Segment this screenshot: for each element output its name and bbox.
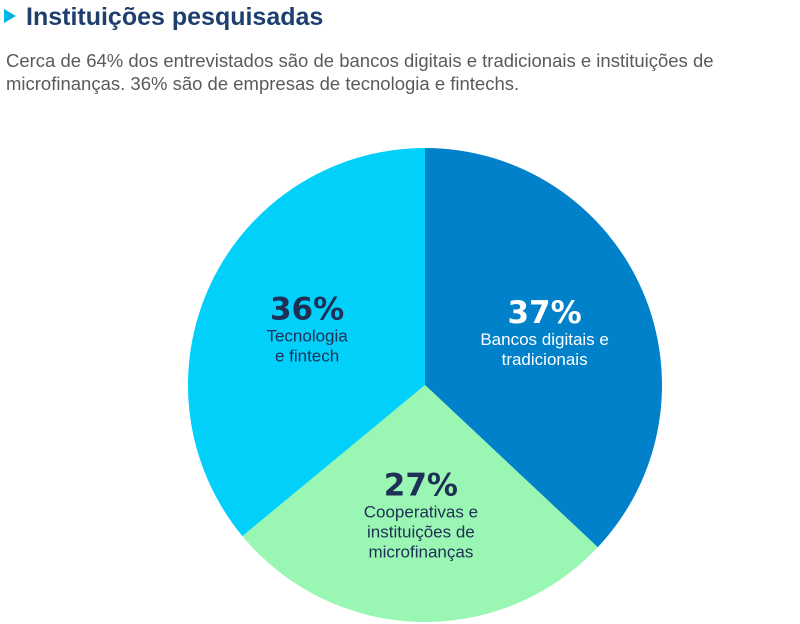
- pie-slice-2: [188, 148, 425, 537]
- pie-slice-1: [242, 385, 598, 623]
- slice-value-label-0: 37%: [507, 295, 581, 331]
- slice-category-label-2-0: Tecnologia: [266, 327, 348, 346]
- header: Instituições pesquisadas: [0, 0, 800, 40]
- slice-category-label-0-1: tradicionais: [502, 350, 588, 369]
- play-triangle-icon: [4, 9, 16, 23]
- slice-category-label-0-0: Bancos digitais e: [480, 330, 609, 349]
- slice-category-label-2-1: e fintech: [275, 347, 339, 366]
- slice-category-label-1-1: instituições de: [367, 522, 475, 541]
- slice-value-label-2: 36%: [270, 292, 344, 328]
- slice-category-label-1-0: Cooperativas e: [364, 502, 478, 521]
- slice-value-label-1: 27%: [384, 467, 458, 503]
- page-title: Instituições pesquisadas: [26, 3, 324, 31]
- page-subtitle: Cerca de 64% dos entrevistados são de ba…: [6, 50, 714, 94]
- slice-category-label-1-2: microfinanças: [368, 542, 473, 561]
- pie-slice-0: [425, 148, 663, 548]
- pie-slices: [188, 148, 663, 623]
